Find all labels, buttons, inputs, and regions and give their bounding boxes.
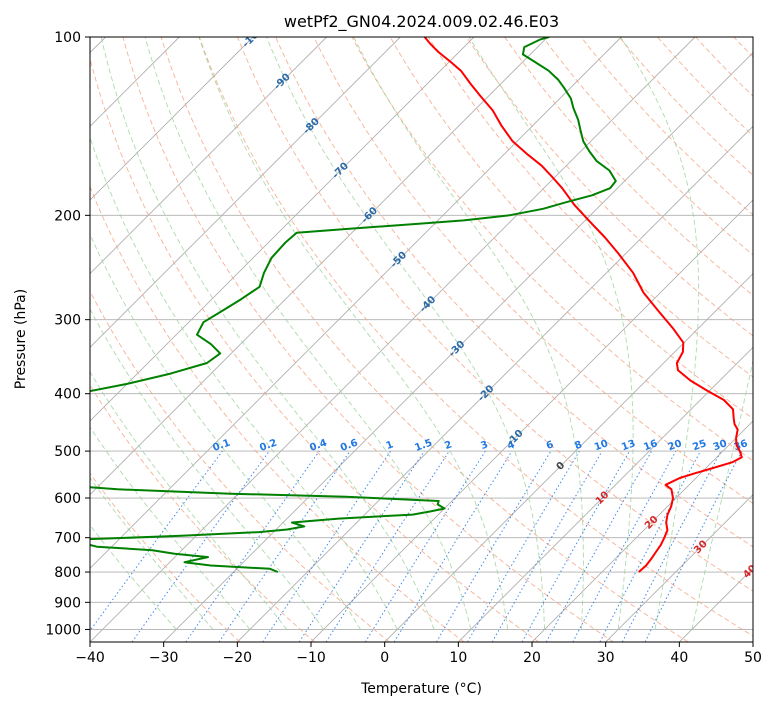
mixing-ratio-line bbox=[393, 450, 513, 642]
dry-adiabat bbox=[198, 37, 753, 637]
mixing-ratio-label: 6 bbox=[545, 439, 555, 452]
x-tick-label: −30 bbox=[149, 650, 179, 666]
mixing-ratio-label: 16 bbox=[642, 438, 659, 453]
isotherm-gridline bbox=[163, 52, 753, 642]
moist-adiabat bbox=[90, 233, 361, 630]
dry-adiabat bbox=[313, 37, 753, 504]
isotherm-gridline bbox=[90, 37, 548, 496]
moist-adiabat bbox=[144, 37, 472, 630]
isotherm-gridline bbox=[310, 199, 753, 642]
mixing-ratio-label: 10 bbox=[593, 438, 610, 453]
isotherm-gridline bbox=[90, 37, 254, 201]
y-tick-label: 300 bbox=[54, 313, 81, 329]
dry-adiabat bbox=[122, 37, 614, 642]
mixing-ratio-label: 2 bbox=[443, 439, 453, 452]
mixing-ratio-line bbox=[131, 450, 270, 642]
x-tick-label: 10 bbox=[449, 650, 467, 666]
mixing-ratio-line bbox=[185, 450, 320, 642]
dry-adiabat bbox=[237, 37, 753, 592]
isotherm-gridline bbox=[90, 37, 622, 569]
mixing-ratio-line bbox=[521, 450, 630, 642]
isotherm-gridline bbox=[605, 494, 753, 642]
y-tick-label: 400 bbox=[54, 387, 81, 403]
moist-adiabat bbox=[90, 135, 398, 630]
mixing-ratio-line bbox=[572, 450, 677, 642]
dry-adiabat bbox=[90, 56, 540, 642]
mixing-ratio-line bbox=[644, 450, 743, 642]
mixing-ratio-line bbox=[218, 450, 351, 642]
dry-adiabat bbox=[160, 37, 689, 642]
isotherm-gridline bbox=[90, 37, 401, 348]
isotherm-label: 40 bbox=[741, 563, 759, 581]
x-axis-label: Temperature (°C) bbox=[360, 681, 482, 697]
temperature-profile-line bbox=[423, 37, 743, 573]
moist-adiabat bbox=[198, 37, 509, 630]
y-tick-label: 600 bbox=[54, 491, 81, 507]
dry-adiabat bbox=[275, 37, 753, 548]
isotherm-gridline bbox=[531, 420, 753, 642]
mixing-ratio-label: 30 bbox=[712, 438, 729, 453]
x-tick-label: −20 bbox=[223, 650, 253, 666]
mixing-ratio-label: 4 bbox=[506, 439, 516, 452]
mixing-ratio-line bbox=[325, 450, 450, 642]
mixing-ratio-label: 25 bbox=[691, 438, 708, 453]
mixing-ratio-label: 3 bbox=[479, 439, 489, 452]
y-tick-label: 800 bbox=[54, 565, 81, 581]
background-lines bbox=[90, 37, 753, 642]
moist-adiabat bbox=[620, 37, 700, 630]
mixing-ratio-label: 1 bbox=[385, 439, 395, 452]
moist-adiabat bbox=[100, 37, 435, 630]
dry-adiabat bbox=[428, 37, 753, 378]
isotherm-gridline bbox=[90, 37, 327, 275]
y-tick-label: 200 bbox=[54, 208, 81, 224]
isotherm-gridline bbox=[90, 37, 475, 422]
mixing-ratio-line bbox=[90, 450, 223, 632]
x-tick-label: 0 bbox=[380, 650, 389, 666]
moist-adiabat bbox=[266, 37, 546, 630]
mixing-ratio-label: 20 bbox=[667, 438, 684, 453]
moist-adiabat bbox=[468, 37, 634, 630]
x-tick-label: 40 bbox=[670, 650, 688, 666]
moist-adiabat bbox=[90, 308, 324, 630]
profile-lines bbox=[90, 37, 743, 573]
y-tick-label: 100 bbox=[54, 30, 81, 46]
mixing-ratio-label: 8 bbox=[573, 439, 583, 452]
mixing-ratio-line bbox=[298, 450, 425, 642]
mixing-ratio-label: 13 bbox=[620, 438, 637, 453]
mixing-ratio-line bbox=[545, 450, 653, 642]
y-axis: 100 200 300 400 500 600 700 800 900 1000 bbox=[45, 30, 90, 638]
y-tick-label: 1000 bbox=[45, 622, 81, 638]
chart-title: wetPf2_GN04.2024.009.02.46.E03 bbox=[284, 12, 559, 32]
isotherm-gridline bbox=[384, 273, 753, 642]
x-tick-label: 30 bbox=[597, 650, 615, 666]
dry-adiabat bbox=[90, 185, 465, 642]
x-tick-label: −40 bbox=[75, 650, 105, 666]
plot-frame bbox=[89, 36, 754, 643]
x-tick-label: −10 bbox=[296, 650, 326, 666]
moist-adiabat bbox=[353, 37, 584, 630]
isotherm-gridline bbox=[458, 346, 753, 642]
y-axis-label: Pressure (hPa) bbox=[13, 289, 29, 389]
dry-adiabat bbox=[351, 37, 753, 462]
mixing-ratio-line bbox=[262, 450, 392, 642]
y-tick-label: 500 bbox=[54, 444, 81, 460]
x-tick-label: 20 bbox=[523, 650, 541, 666]
moist-adiabat bbox=[691, 358, 753, 630]
isotherm-gridline bbox=[237, 125, 753, 642]
dry-adiabat bbox=[504, 37, 753, 296]
y-tick-label: 900 bbox=[54, 595, 81, 611]
dry-adiabat bbox=[90, 384, 315, 642]
y-tick-label: 700 bbox=[54, 531, 81, 547]
x-tick-label: 50 bbox=[744, 650, 762, 666]
dewpoint-profile-line bbox=[90, 37, 617, 573]
isotherm-gridline bbox=[90, 37, 696, 642]
x-axis: −40 −30 −20 −10 0 10 20 30 40 50 bbox=[75, 642, 762, 666]
dry-adiabat bbox=[90, 290, 390, 642]
